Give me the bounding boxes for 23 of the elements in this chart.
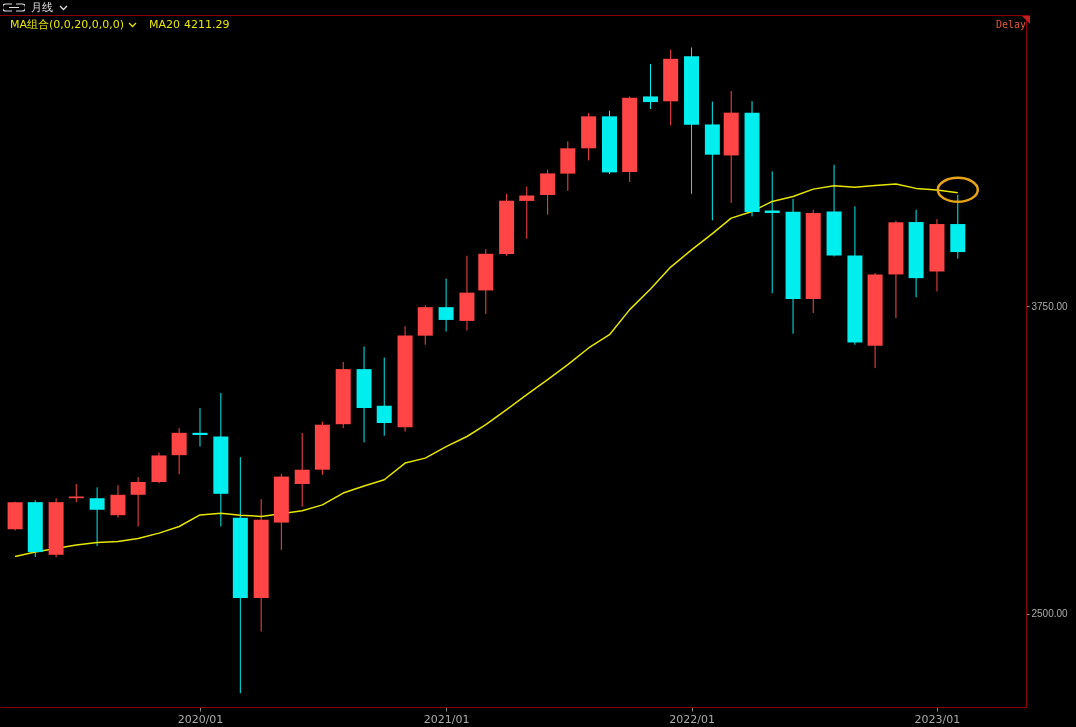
candlestick bbox=[519, 185, 535, 240]
candlestick bbox=[130, 476, 146, 527]
x-tick-label: 2022/01 bbox=[669, 712, 715, 726]
annotation: 4211.29 bbox=[184, 18, 230, 32]
y-tick-label: 3750.00 bbox=[1031, 300, 1069, 312]
candlestick bbox=[294, 432, 310, 508]
legend-label: MA20 bbox=[149, 18, 181, 32]
candlestick bbox=[540, 169, 556, 216]
chart-subtitle: MA组合(0,0,20,0,0,0) bbox=[10, 18, 125, 32]
x-tick-label: 2023/01 bbox=[914, 712, 961, 726]
candlestick bbox=[376, 357, 392, 437]
chart-title: 月线 bbox=[31, 0, 53, 15]
candlestick bbox=[192, 407, 208, 448]
candlestick bbox=[89, 486, 105, 547]
x-tick-label: 2021/01 bbox=[423, 712, 470, 726]
annotation: Delay bbox=[995, 19, 1026, 30]
x-tick-label: 2020/01 bbox=[177, 712, 224, 726]
candlestick bbox=[171, 427, 187, 475]
candlestick bbox=[110, 484, 126, 519]
y-tick-label: 2500.00 bbox=[1031, 608, 1069, 620]
candlestick bbox=[438, 278, 454, 332]
candlestick bbox=[643, 63, 659, 110]
line-series bbox=[14, 183, 959, 558]
